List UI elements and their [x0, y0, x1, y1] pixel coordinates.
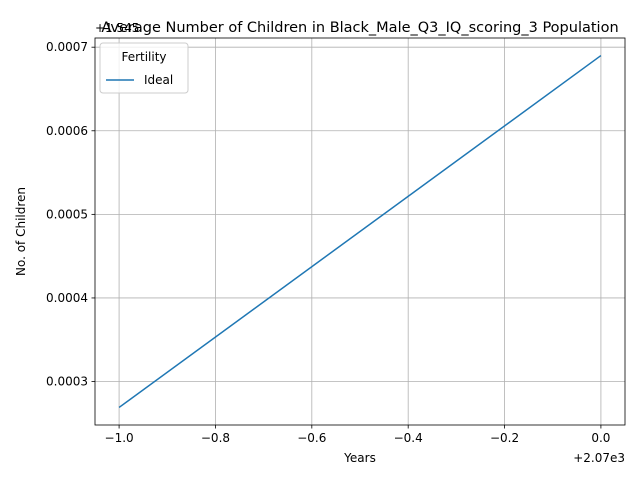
- x-axis-offset-label: +2.07e3: [573, 451, 625, 465]
- x-tick-label: −1.0: [105, 431, 134, 445]
- x-tick-label: −0.2: [490, 431, 519, 445]
- series-layer: [118, 54, 602, 409]
- y-axis-ticks: 0.0003 0.0004 0.0005 0.0006 0.0007: [46, 40, 95, 389]
- x-axis-label: Years: [343, 451, 376, 465]
- y-axis-offset-label: +1.545: [95, 21, 139, 35]
- y-tick-label: 0.0006: [46, 124, 88, 138]
- x-axis-ticks: −1.0 −0.8 −0.6 −0.4 −0.2 0.0: [105, 425, 610, 445]
- legend-label-ideal: Ideal: [144, 73, 173, 87]
- x-tick-label: −0.6: [297, 431, 326, 445]
- x-tick-label: 0.0: [591, 431, 610, 445]
- y-tick-label: 0.0005: [46, 207, 88, 221]
- x-tick-label: −0.4: [394, 431, 423, 445]
- series-line-ideal: [118, 54, 602, 409]
- plot-area-frame: [94, 37, 626, 426]
- x-tick-label: −0.8: [201, 431, 230, 445]
- chart-title: Average Number of Children in Black_Male…: [101, 20, 618, 36]
- y-tick-label: 0.0003: [46, 375, 88, 389]
- legend-title: Fertility: [121, 50, 166, 64]
- y-axis-label: No. of Children: [14, 187, 28, 276]
- legend: Fertility Ideal: [99, 42, 189, 94]
- y-tick-label: 0.0007: [46, 40, 88, 54]
- y-tick-label: 0.0004: [46, 291, 88, 305]
